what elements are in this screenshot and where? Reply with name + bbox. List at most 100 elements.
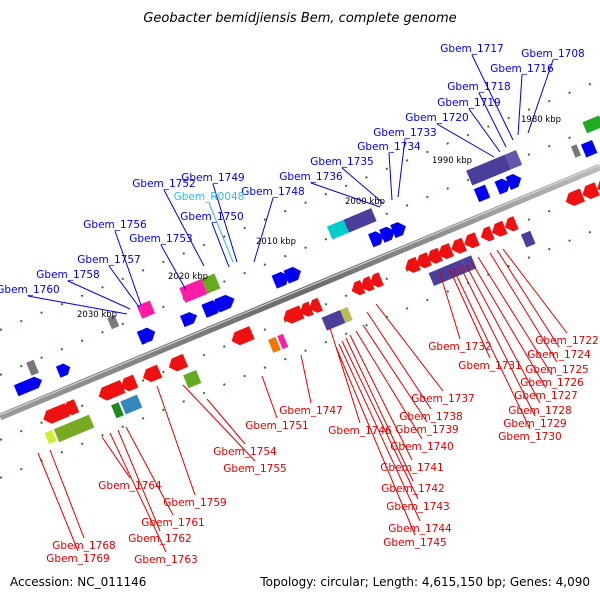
gene-label-gbem-1757[interactable]: Gbem_1757 [77, 254, 140, 266]
gene-arrow[interactable] [96, 380, 126, 403]
gene-label-gbem-1727[interactable]: Gbem_1727 [514, 390, 577, 402]
gene-label-gbem-1716[interactable]: Gbem_1716 [490, 63, 554, 75]
gene-label-gbem-1718[interactable]: Gbem_1718 [447, 81, 510, 93]
gene-label-gbem-1761[interactable]: Gbem_1761 [141, 517, 204, 529]
gene-block[interactable] [428, 259, 468, 286]
gene-arrow[interactable] [580, 182, 600, 201]
gene-arrow[interactable] [379, 224, 397, 243]
gene-label-gbem-1752[interactable]: Gbem_1752 [132, 178, 195, 190]
gene-label-gbem-1746[interactable]: Gbem_1746 [328, 425, 392, 437]
gene-block[interactable] [183, 370, 202, 389]
gene-arrow[interactable] [140, 364, 163, 385]
gene-arrow[interactable] [390, 220, 408, 239]
gene-label-gbem-1754[interactable]: Gbem_1754 [213, 446, 277, 458]
gene-block[interactable] [580, 139, 598, 158]
gene-label-gbem-1739[interactable]: Gbem_1739 [395, 424, 458, 436]
gene-block[interactable] [321, 309, 346, 331]
gene-label-gbem-1730[interactable]: Gbem_1730 [498, 431, 561, 443]
gene-arrow[interactable] [414, 252, 432, 270]
gene-block[interactable] [326, 219, 349, 240]
gene-label-gbem-1733[interactable]: Gbem_1733 [373, 127, 436, 139]
gene-label-gbem-1768[interactable]: Gbem_1768 [52, 540, 115, 552]
gene-arrow[interactable] [55, 362, 73, 378]
gene-label-gbem-1763[interactable]: Gbem_1763 [134, 554, 197, 566]
gene-block[interactable] [201, 273, 221, 294]
gene-label-gbem-1736[interactable]: Gbem_1736 [279, 171, 343, 183]
gene-arrow[interactable] [13, 374, 44, 397]
gene-label-gbem-1769[interactable]: Gbem_1769 [46, 553, 109, 565]
gene-arrow[interactable] [563, 188, 586, 208]
gene-block[interactable] [111, 402, 124, 419]
gene-label-gbem-1758[interactable]: Gbem_1758 [36, 269, 99, 281]
gene-block[interactable] [268, 336, 281, 353]
gene-label-gbem-1750[interactable]: Gbem_1750 [180, 211, 243, 223]
gene-block[interactable] [44, 430, 57, 445]
gene-label-gbem-1734[interactable]: Gbem_1734 [357, 141, 421, 153]
gene-arrow[interactable] [367, 272, 384, 290]
gene-arrow[interactable] [118, 374, 139, 394]
gene-arrow[interactable] [478, 226, 495, 244]
gene-arrow[interactable] [502, 216, 519, 234]
gene-label-gbem-1731[interactable]: Gbem_1731 [458, 360, 521, 372]
gene-label-gbem-1740[interactable]: Gbem_1740 [390, 441, 453, 453]
gene-arrow[interactable] [142, 325, 158, 343]
gene-label-gbem-1722[interactable]: Gbem_1722 [535, 335, 598, 347]
gene-label-gbem-1745[interactable]: Gbem_1745 [383, 537, 446, 549]
gene-arrow[interactable] [489, 220, 508, 239]
gene-arrow[interactable] [436, 243, 454, 261]
gene-block[interactable] [107, 315, 120, 330]
gene-label-gbem-1726[interactable]: Gbem_1726 [520, 377, 584, 389]
gene-label-gbem-1708[interactable]: Gbem_1708 [521, 48, 584, 60]
gene-label-gbem-1759[interactable]: Gbem_1759 [163, 497, 226, 509]
gene-arrow[interactable] [283, 265, 304, 284]
gene-arrow[interactable] [214, 292, 237, 313]
gene-label-gbem-1719[interactable]: Gbem_1719 [437, 97, 500, 109]
gene-label-gbem-1724[interactable]: Gbem_1724 [527, 349, 591, 361]
gene-block[interactable] [120, 394, 143, 415]
gene-label-gbem-1741[interactable]: Gbem_1741 [380, 462, 443, 474]
gene-label-gbem-1717[interactable]: Gbem_1717 [440, 43, 503, 55]
gene-arrow[interactable] [402, 256, 421, 275]
gene-label-gbem-1751[interactable]: Gbem_1751 [245, 420, 308, 432]
gene-arrow[interactable] [271, 270, 292, 289]
gene-label-gbem-1749[interactable]: Gbem_1749 [181, 172, 244, 184]
gene-block[interactable] [466, 154, 512, 186]
gene-block[interactable] [340, 306, 353, 323]
gene-arrow[interactable] [229, 326, 255, 347]
gene-block[interactable] [473, 184, 491, 203]
gene-block[interactable] [504, 149, 523, 170]
gene-block[interactable] [53, 414, 95, 443]
gene-label-gbem-1753[interactable]: Gbem_1753 [129, 233, 192, 245]
gene-block[interactable] [570, 144, 582, 158]
gene-block[interactable] [136, 300, 156, 319]
gene-label-gbem-1728[interactable]: Gbem_1728 [508, 405, 571, 417]
gene-label-gbem-1729[interactable]: Gbem_1729 [503, 418, 566, 430]
gene-label-gbem-1720[interactable]: Gbem_1720 [405, 112, 468, 124]
gene-arrow[interactable] [449, 237, 467, 256]
gene-arrow[interactable] [349, 279, 366, 298]
gene-block[interactable] [26, 359, 39, 376]
gene-label-gbem-1744[interactable]: Gbem_1744 [388, 523, 452, 535]
gene-arrow[interactable] [462, 232, 480, 250]
gene-label-gbem-1755[interactable]: Gbem_1755 [223, 463, 286, 475]
gene-block[interactable] [461, 255, 477, 273]
gene-label-gbem-1735[interactable]: Gbem_1735 [310, 156, 373, 168]
gene-arrow[interactable] [505, 172, 524, 190]
gene-arrow[interactable] [166, 353, 189, 374]
gene-arrow[interactable] [368, 229, 386, 248]
gene-label-gbem-1738[interactable]: Gbem_1738 [399, 411, 462, 423]
gene-label-gbem-1747[interactable]: Gbem_1747 [279, 405, 342, 417]
gene-label-gbem-1725[interactable]: Gbem_1725 [525, 364, 588, 376]
gene-arrow[interactable] [297, 301, 314, 320]
gene-label-gbem-r0048[interactable]: Gbem_R0048 [174, 191, 245, 203]
gene-arrow[interactable] [425, 247, 443, 266]
gene-arrow[interactable] [180, 310, 199, 328]
gene-arrow[interactable] [281, 305, 305, 326]
gene-block[interactable] [582, 115, 600, 134]
gene-arrow[interactable] [494, 176, 513, 195]
gene-label-gbem-1760[interactable]: Gbem_1760 [0, 284, 60, 296]
gene-block[interactable] [343, 208, 377, 233]
gene-arrow[interactable] [61, 399, 80, 417]
gene-arrow[interactable] [306, 297, 323, 316]
gene-label-gbem-1743[interactable]: Gbem_1743 [386, 501, 449, 513]
